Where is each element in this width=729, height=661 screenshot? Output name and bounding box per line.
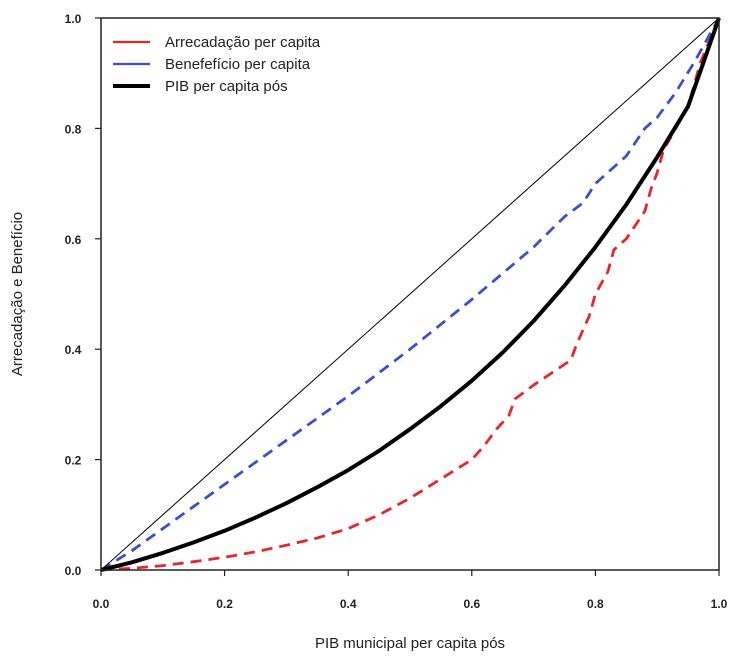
y-tick-label: 0.8 bbox=[65, 122, 82, 136]
x-tick-label: 0.6 bbox=[463, 597, 480, 611]
legend-label-1: Arrecadação per capita bbox=[165, 34, 321, 51]
legend-label-2: Benefefício per capita bbox=[165, 56, 311, 73]
y-tick-label: 0.0 bbox=[65, 564, 82, 578]
y-axis-title: Arrecadação e Benefício bbox=[9, 212, 26, 376]
y-tick-label: 0.4 bbox=[65, 343, 82, 357]
axis-ticks: 0.0 0.0 0.2 0.2 0.4 0.4 0.6 0.6 0.8 0.8 1.0 1.0 bbox=[65, 12, 728, 611]
x-tick-label: 1.0 bbox=[711, 597, 728, 611]
x-axis-title: PIB municipal per capita pós bbox=[315, 635, 505, 652]
series-line-3 bbox=[100, 17, 721, 572]
reference-diagonal-line bbox=[100, 17, 720, 571]
x-tick-label: 0.2 bbox=[216, 597, 233, 611]
series-lines bbox=[100, 17, 721, 572]
x-tick-label: 0.4 bbox=[340, 597, 357, 611]
series-line-2 bbox=[100, 17, 721, 572]
plot-frame bbox=[100, 17, 720, 571]
y-tick-label: 1.0 bbox=[65, 12, 82, 26]
x-tick-label: 0.8 bbox=[587, 597, 604, 611]
x-tick-label: 0.0 bbox=[93, 597, 110, 611]
series-line-1 bbox=[100, 17, 721, 572]
legend-label-3: PIB per capita pós bbox=[165, 78, 288, 95]
legend: Arrecadação per capita Benefefício per ca… bbox=[113, 34, 321, 95]
y-tick-label: 0.6 bbox=[65, 233, 82, 247]
y-tick-label: 0.2 bbox=[65, 454, 82, 468]
